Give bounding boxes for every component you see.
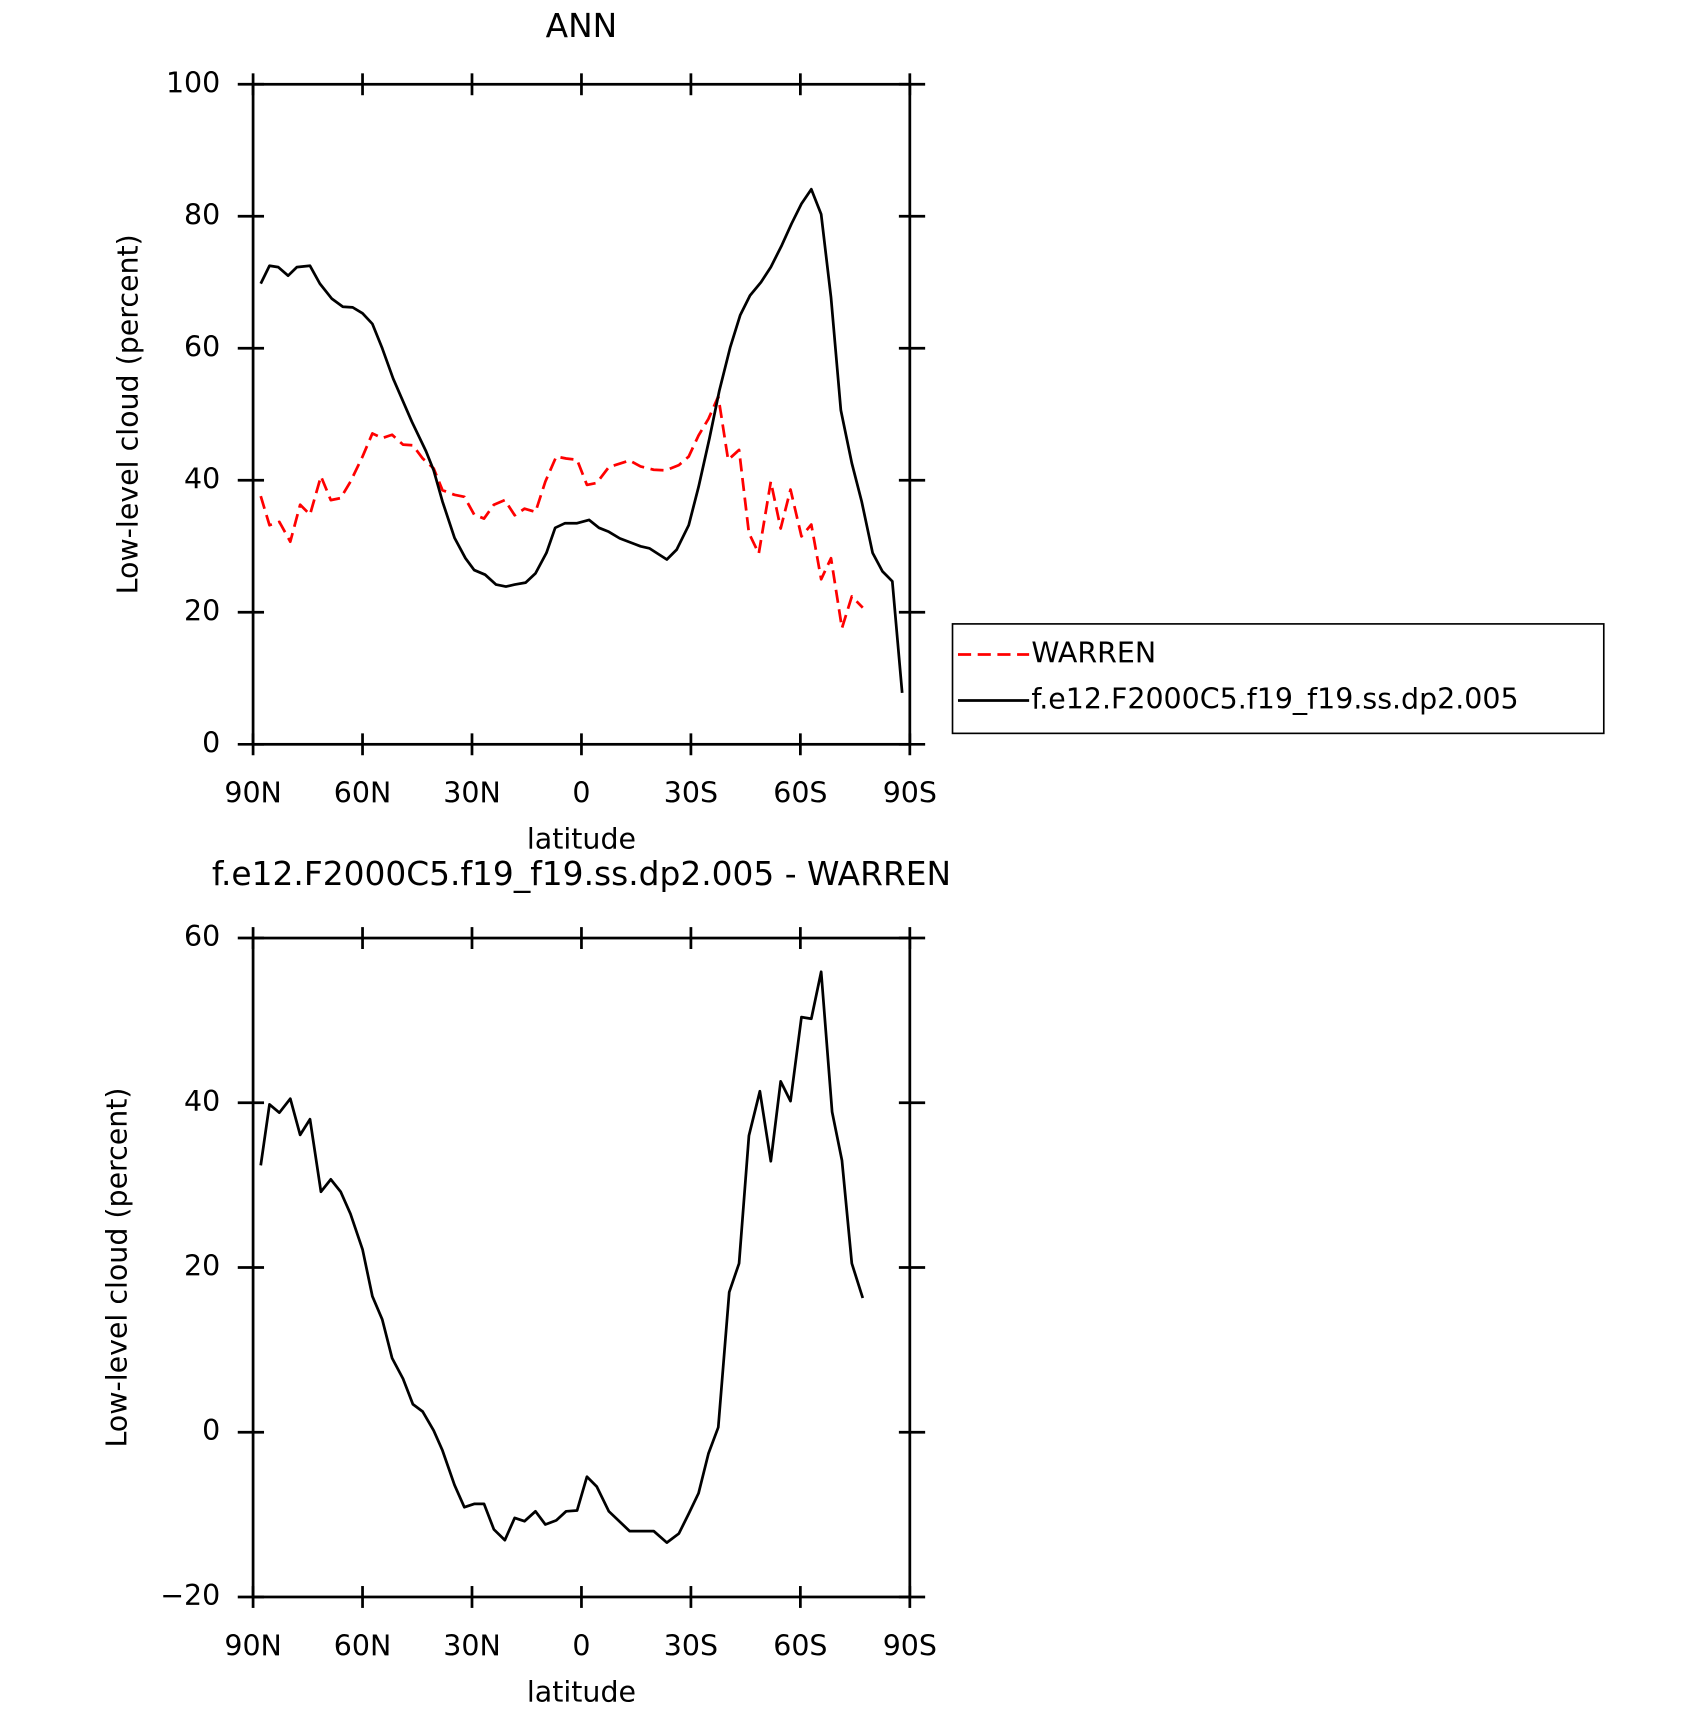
x-tick-label: 90N bbox=[224, 1629, 281, 1662]
legend-label: f.e12.F2000C5.f19_f19.ss.dp2.005 bbox=[1031, 683, 1518, 716]
x-tick-label: 30S bbox=[664, 777, 718, 810]
x-tick-label: 60S bbox=[773, 1629, 827, 1662]
x-tick-label: 30S bbox=[664, 1629, 718, 1662]
y-tick-label: 60 bbox=[184, 330, 220, 363]
y-tick-label: 0 bbox=[202, 726, 220, 759]
legend-label: WARREN bbox=[1031, 637, 1156, 670]
y-tick-label: 60 bbox=[184, 920, 220, 953]
data-line bbox=[259, 970, 865, 1544]
y-tick-label: 40 bbox=[184, 462, 220, 495]
legend: WARREN f.e12.F2000C5.f19_f19.ss.dp2.005 bbox=[951, 623, 1605, 735]
x-tick-label: 30N bbox=[443, 1629, 500, 1662]
data-line bbox=[259, 187, 904, 693]
y-tick-label: −20 bbox=[160, 1579, 220, 1612]
data-line bbox=[259, 395, 864, 630]
y-axis-label: Low-level cloud (percent) bbox=[100, 1087, 133, 1447]
x-tick-label: 60S bbox=[773, 777, 827, 810]
x-axis-label: latitude bbox=[527, 1675, 636, 1708]
y-tick-label: 40 bbox=[184, 1085, 220, 1118]
plot-frame bbox=[251, 82, 912, 746]
x-axis-label: latitude bbox=[527, 823, 636, 856]
x-tick-label: 30N bbox=[443, 777, 500, 810]
y-tick-label: 80 bbox=[184, 198, 220, 231]
y-axis-label: Low-level cloud (percent) bbox=[111, 234, 144, 594]
x-tick-label: 60N bbox=[334, 777, 391, 810]
y-tick-label: 20 bbox=[184, 1250, 220, 1283]
y-tick-label: 20 bbox=[184, 594, 220, 627]
x-tick-label: 60N bbox=[334, 1629, 391, 1662]
y-tick-label: 100 bbox=[166, 66, 220, 99]
x-tick-label: 90S bbox=[883, 777, 937, 810]
chart-title: f.e12.F2000C5.f19_f19.ss.dp2.005 - WARRE… bbox=[212, 855, 951, 893]
x-tick-label: 0 bbox=[572, 1629, 590, 1662]
chart-title: ANN bbox=[546, 7, 618, 45]
x-tick-label: 0 bbox=[572, 777, 590, 810]
y-tick-label: 0 bbox=[202, 1414, 220, 1447]
legend-box bbox=[951, 623, 1605, 735]
x-tick-label: 90S bbox=[883, 1629, 937, 1662]
x-tick-label: 90N bbox=[224, 777, 281, 810]
